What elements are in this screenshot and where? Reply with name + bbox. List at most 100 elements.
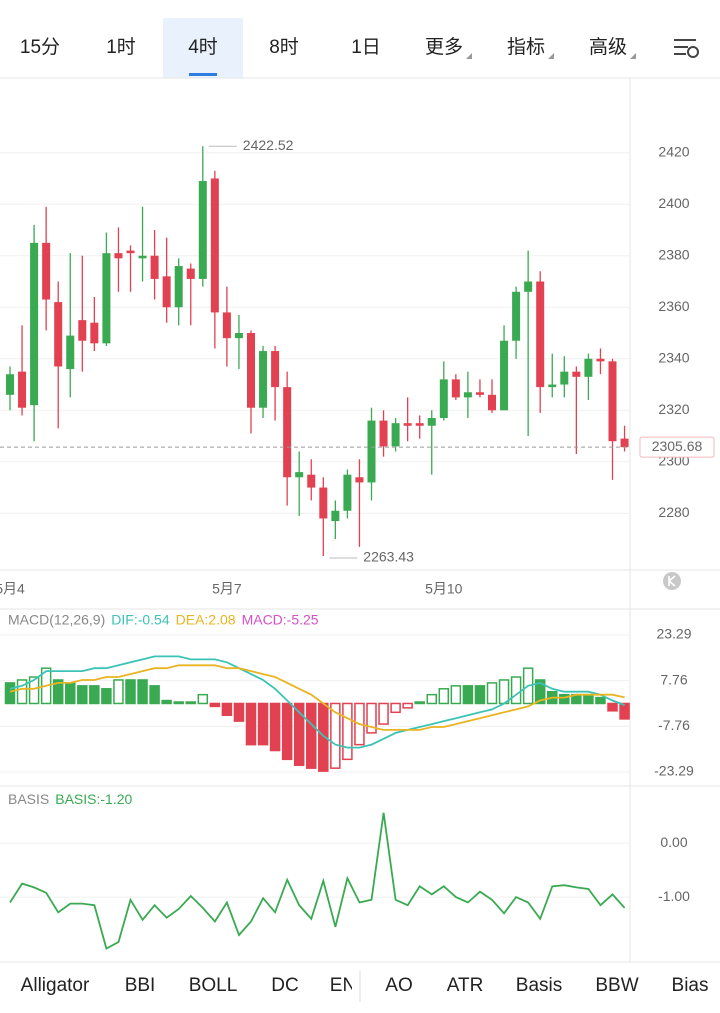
x-tick-label: 5月7 <box>212 581 242 597</box>
candle-body <box>78 320 87 341</box>
y-tick-label: 7.76 <box>660 671 687 687</box>
indicator-tab[interactable]: ATR <box>447 975 484 996</box>
macd-bar <box>149 685 160 705</box>
macd-bar <box>414 701 425 705</box>
macd-bar <box>330 702 341 769</box>
candle-body <box>355 477 364 483</box>
macd-bar <box>534 679 546 705</box>
indicator-tab[interactable]: EN <box>330 975 356 996</box>
indicator-tab[interactable]: BBI <box>125 975 156 996</box>
indicator-tab[interactable]: BOLL <box>189 975 238 996</box>
macd-bar <box>233 702 245 722</box>
menu-tab[interactable]: 更多 <box>425 36 463 58</box>
y-tick-label: 2340 <box>658 349 689 365</box>
macd-bar <box>293 702 305 766</box>
macd-bar <box>306 702 317 769</box>
active-tab-underline <box>189 73 217 76</box>
period-tab[interactable]: 15分 <box>20 36 60 58</box>
macd-bar <box>245 702 257 746</box>
candle-body <box>403 423 412 426</box>
candle-body <box>247 333 255 408</box>
y-tick-label: 2280 <box>658 504 689 520</box>
candle-body <box>596 358 605 362</box>
macd-bar <box>510 676 522 705</box>
menu-arrow <box>548 53 554 59</box>
candle-body <box>500 340 509 411</box>
indicator-header: MACD(12,26,9) DIF:-0.54 DEA:2.08 MACD:-5.25 <box>8 611 319 627</box>
indicator-title: BASIS <box>8 791 49 807</box>
macd-bar <box>559 693 570 705</box>
menu-arrow <box>466 53 472 59</box>
macd-bar <box>269 702 281 752</box>
period-tab[interactable]: 8时 <box>269 36 299 58</box>
indicator-tab[interactable]: AO <box>385 975 412 996</box>
candle-body <box>90 322 99 344</box>
candle-body <box>572 371 581 377</box>
candle-body <box>259 351 268 408</box>
candle-body <box>30 242 39 406</box>
candle-body <box>222 312 231 339</box>
plots <box>0 146 630 950</box>
last-price-label: 2305.68 <box>652 438 703 454</box>
candle-body <box>210 178 219 313</box>
macd-bar <box>77 685 88 705</box>
period-tab[interactable]: 4时 <box>188 36 218 58</box>
series-label: MACD:-5.25 <box>242 611 319 627</box>
indicator-line <box>9 655 625 749</box>
macd-bar <box>52 679 64 705</box>
period-tab[interactable]: 1日 <box>351 37 381 58</box>
candle-body <box>283 387 292 478</box>
macd-bar <box>185 701 196 705</box>
candle-body <box>295 472 304 478</box>
indicator-tab[interactable]: Bias <box>672 975 709 996</box>
macd-bar <box>257 702 269 746</box>
candle-body <box>427 418 436 426</box>
macd-bar <box>474 685 486 705</box>
macd-bar <box>125 679 136 705</box>
menu-tab[interactable]: 高级 <box>589 36 627 58</box>
menu-tab[interactable]: 指标 <box>507 36 545 58</box>
labels: 228023002320234023602380240024202422.522… <box>0 137 715 904</box>
indicator-line <box>9 812 626 950</box>
macd-bar <box>450 685 462 705</box>
macd-bar <box>4 682 16 705</box>
candle-body <box>162 276 171 308</box>
macd-bar <box>378 702 389 725</box>
settings-icon[interactable] <box>674 39 699 58</box>
y-tick-label: 0.00 <box>660 834 687 850</box>
macd-bar <box>498 679 510 705</box>
kline-toggle[interactable] <box>663 572 681 590</box>
x-tick-label: 5月10 <box>425 581 463 597</box>
extreme-label: 2422.52 <box>243 137 294 153</box>
candle-body <box>620 438 629 448</box>
indicator-header: BASIS BASIS:-1.20 <box>8 791 133 807</box>
indicator-tab[interactable]: Basis <box>516 975 562 996</box>
x-tick-label: 5月4 <box>0 581 25 597</box>
candle-body <box>18 371 27 408</box>
macd-bar <box>101 688 112 705</box>
candle-body <box>186 268 195 279</box>
y-tick-label: 2320 <box>658 401 689 417</box>
series-label: DEA:2.08 <box>176 611 236 627</box>
macd-bar <box>113 679 124 705</box>
indicator-tab[interactable]: DC <box>271 975 298 996</box>
macd-bar <box>342 702 353 761</box>
macd-bar <box>137 679 148 705</box>
macd-bar <box>595 696 606 705</box>
macd-bar <box>89 685 100 705</box>
candle-body <box>114 253 123 259</box>
period-tab-bar: 15分 1时 4时 8时 1日 更多 指标 高级 <box>20 18 636 78</box>
candle-body <box>343 474 352 511</box>
indicator-tab[interactable]: BBW <box>595 975 638 996</box>
macd-bar <box>426 693 437 705</box>
macd-bar <box>221 702 233 716</box>
indicator-tab[interactable]: Alligator <box>21 975 90 996</box>
candle-body <box>548 384 557 388</box>
candle-body <box>463 392 472 398</box>
candle-body <box>54 302 63 367</box>
candle-body <box>138 255 147 259</box>
candle-body <box>102 253 111 344</box>
period-tab[interactable]: 1时 <box>106 36 136 58</box>
candle-body <box>234 333 243 339</box>
